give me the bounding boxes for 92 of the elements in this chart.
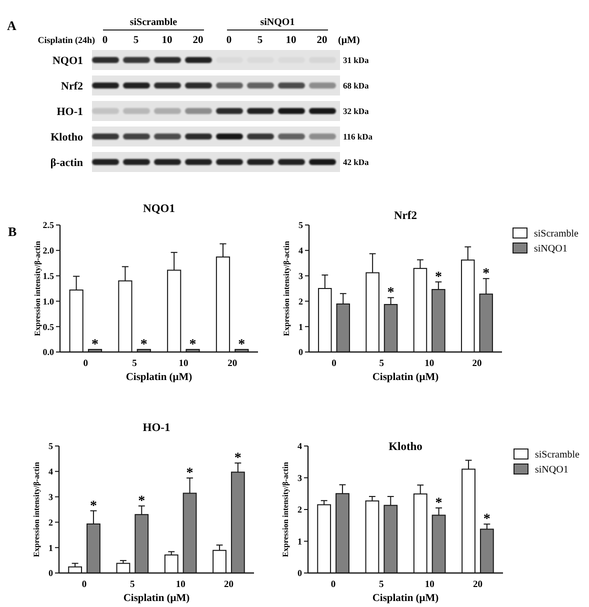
y-tick-label: 0.5 bbox=[42, 322, 54, 332]
category-label: 20 bbox=[316, 35, 328, 46]
y-tick-label: 0 bbox=[298, 568, 302, 578]
y-tick-label: 5 bbox=[298, 220, 304, 230]
category-label: 68 kDa bbox=[343, 80, 369, 90]
annotation: * bbox=[238, 337, 246, 352]
category-label: NQO1 bbox=[52, 54, 83, 67]
text: siNQO1 bbox=[260, 17, 295, 28]
x-tick-label: 5 bbox=[379, 359, 384, 369]
category-label: 10 bbox=[162, 35, 172, 46]
y-tick-label: 0 bbox=[48, 568, 54, 578]
y-tick-label: 1 bbox=[48, 542, 54, 553]
annotation: * bbox=[138, 494, 146, 509]
chart-title: Klotho bbox=[388, 441, 423, 453]
y-tick-label: 0.0 bbox=[42, 347, 54, 358]
category-label: 5 bbox=[257, 35, 263, 46]
y-axis-title: Expression intensity/β-actin bbox=[282, 240, 291, 336]
category-label: 42 kDa bbox=[343, 156, 369, 167]
x-tick-label: 0 bbox=[330, 580, 336, 590]
legend-label: siScramble bbox=[535, 450, 580, 460]
y-tick-label: 1.0 bbox=[42, 296, 54, 306]
text: B bbox=[8, 224, 17, 239]
x-tick-label: 20 bbox=[472, 580, 483, 590]
x-tick-label: 0 bbox=[83, 359, 88, 369]
y-tick-label: 2.0 bbox=[42, 246, 54, 256]
annotation: * bbox=[92, 337, 99, 352]
legend-label: siNQO1 bbox=[535, 464, 568, 476]
annotation: * bbox=[234, 451, 242, 466]
legend-label: siScramble bbox=[534, 228, 579, 240]
legend-label: siNQO1 bbox=[534, 244, 568, 254]
x-tick-label: 10 bbox=[424, 359, 434, 369]
y-axis-title: Expression intensity/β-actin bbox=[32, 461, 41, 557]
y-tick-label: 2 bbox=[298, 504, 302, 515]
category-label: β-actin bbox=[50, 156, 83, 169]
y-tick-label: 1 bbox=[298, 536, 302, 546]
y-tick-label: 3 bbox=[48, 492, 54, 502]
x-tick-label: 0 bbox=[332, 359, 337, 369]
category-label: 0 bbox=[226, 35, 232, 46]
x-axis-title: Cisplatin (μM) bbox=[372, 593, 440, 604]
category-label: Klotho bbox=[50, 131, 83, 144]
annotation: * bbox=[482, 266, 490, 282]
x-tick-label: 20 bbox=[472, 359, 482, 369]
y-tick-label: 5 bbox=[48, 441, 54, 452]
annotation: * bbox=[140, 337, 148, 352]
y-tick-label: 3 bbox=[298, 472, 302, 483]
x-tick-label: 5 bbox=[132, 359, 138, 369]
y-tick-label: 1.5 bbox=[42, 270, 54, 281]
y-axis-title: Expression intensity/β-actin bbox=[281, 461, 290, 557]
annotation: * bbox=[434, 270, 442, 285]
text: Cisplatin (24h) bbox=[38, 35, 95, 45]
x-axis-title: Cisplatin (μM) bbox=[372, 372, 440, 383]
x-tick-label: 10 bbox=[178, 359, 188, 369]
text: A bbox=[7, 18, 17, 33]
annotation: * bbox=[483, 512, 490, 528]
chart-title: Nrf2 bbox=[394, 210, 418, 222]
x-axis-title: Cisplatin (μM) bbox=[126, 372, 193, 383]
category-label: Nrf2 bbox=[61, 80, 83, 92]
category-label: 0 bbox=[102, 35, 108, 46]
x-tick-label: 20 bbox=[224, 580, 234, 590]
category-label: 32 kDa bbox=[343, 106, 369, 116]
annotation: * bbox=[387, 286, 394, 301]
category-label: 116 kDa bbox=[343, 131, 373, 142]
chart-title: NQO1 bbox=[143, 203, 176, 215]
text: (μM) bbox=[338, 35, 360, 46]
annotation: * bbox=[435, 496, 442, 511]
annotation: * bbox=[90, 498, 97, 514]
y-tick-label: 0 bbox=[298, 347, 304, 358]
y-tick-label: 4 bbox=[48, 466, 54, 477]
x-axis-title: Cisplatin (μM) bbox=[123, 593, 190, 604]
annotation: * bbox=[186, 466, 194, 482]
x-tick-label: 0 bbox=[82, 580, 87, 590]
x-tick-label: 5 bbox=[379, 580, 384, 590]
y-tick-label: 4 bbox=[298, 441, 302, 452]
x-tick-label: 10 bbox=[176, 580, 186, 590]
category-label: 5 bbox=[133, 35, 139, 46]
y-tick-label: 2 bbox=[298, 296, 304, 306]
annotation: * bbox=[189, 337, 196, 352]
text: siScramble bbox=[130, 17, 178, 28]
y-tick-label: 2.5 bbox=[42, 220, 54, 230]
y-tick-label: 2 bbox=[48, 517, 54, 528]
x-tick-label: 10 bbox=[424, 580, 435, 590]
x-tick-label: 5 bbox=[130, 580, 136, 590]
category-label: HO-1 bbox=[56, 106, 83, 118]
category-label: 31 kDa bbox=[343, 54, 369, 65]
y-tick-label: 1 bbox=[298, 322, 304, 332]
y-axis-title: Expression intensity/β-actin bbox=[33, 240, 42, 336]
category-label: 20 bbox=[192, 35, 204, 46]
y-tick-label: 4 bbox=[298, 246, 304, 256]
x-tick-label: 20 bbox=[228, 359, 238, 369]
y-tick-label: 3 bbox=[298, 270, 304, 281]
category-label: 10 bbox=[286, 35, 296, 46]
chart-title: HO-1 bbox=[142, 422, 170, 434]
